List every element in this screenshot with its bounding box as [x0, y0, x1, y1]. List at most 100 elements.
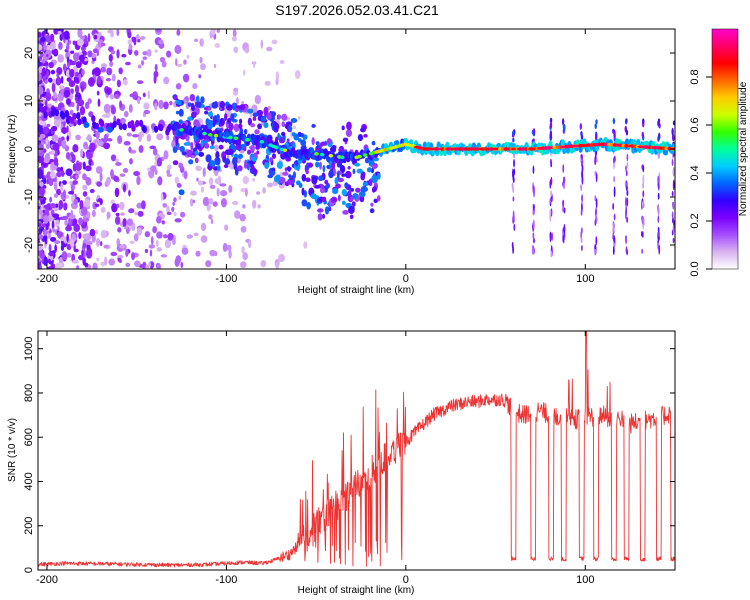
- spectrogram-cell: [163, 150, 169, 160]
- spectrogram-x-label: Height of straight line (km): [298, 285, 415, 296]
- spectrogram-cell: [562, 164, 565, 174]
- spectrogram-cell: [93, 34, 98, 40]
- spectrogram-cell: [173, 123, 179, 131]
- spectrogram-cell: [580, 184, 582, 192]
- spectrogram-cell: [61, 139, 67, 149]
- spectrogram-cell: [115, 212, 120, 217]
- spectrogram-cell: [226, 118, 232, 125]
- spectrogram-cell: [51, 220, 55, 230]
- spectrogram-cell: [580, 209, 583, 216]
- spectrogram-cell: [531, 247, 534, 255]
- spectrogram-cell: [270, 170, 276, 175]
- spectrogram-cell: [106, 138, 113, 142]
- spectrogram-cell: [110, 251, 118, 257]
- spectrogram-cell: [41, 67, 46, 77]
- spectrogram-cell: [68, 219, 72, 226]
- spectrogram-cell: [54, 244, 57, 253]
- spectrogram-cell: [179, 145, 185, 153]
- spectrogram-cell: [224, 224, 229, 231]
- spectrogram-cell: [290, 117, 298, 123]
- spectrogram-cell: [84, 199, 91, 208]
- spectrogram-cell: [42, 91, 47, 96]
- snr-plot-area: [38, 331, 675, 568]
- spectrogram-cell: [75, 78, 80, 84]
- spectrogram-cell: [511, 241, 514, 249]
- spectrogram-cell: [65, 225, 72, 232]
- spectrogram-cell: [157, 39, 164, 45]
- spectrogram-cell: [232, 29, 237, 38]
- spectrogram-cell: [290, 130, 293, 138]
- spectrogram-cell: [77, 99, 85, 107]
- spectrogram-cell: [254, 94, 262, 105]
- spectrogram-cell: [672, 179, 675, 191]
- spectrogram-cell: [275, 262, 279, 269]
- spectrogram-cell: [228, 184, 233, 193]
- spectrogram-cell: [100, 229, 107, 239]
- spectrogram-cell: [236, 138, 242, 146]
- spectrogram-cell: [212, 201, 218, 207]
- spectrogram-cell: [128, 104, 133, 113]
- spectrogram-cell: [114, 216, 121, 225]
- spectrogram-cell: [247, 108, 254, 114]
- spectrogram-cell: [207, 111, 213, 117]
- spectrogram-cell: [256, 150, 260, 155]
- spectrogram-cell: [79, 106, 86, 116]
- spectrogram-cell: [355, 187, 361, 193]
- spectrogram-cell: [51, 49, 58, 55]
- spectrogram-cell: [247, 117, 253, 126]
- spectrogram-cell: [122, 168, 129, 173]
- spectrogram-cell: [512, 210, 515, 221]
- spectrogram-cell: [231, 36, 237, 42]
- spectrogram-cell: [137, 39, 141, 43]
- spectrogram-cell: [291, 132, 296, 137]
- spectrogram-cell: [178, 189, 185, 196]
- spectrogram-cell: [105, 88, 111, 95]
- spectrogram-y-tick-label: 10: [23, 95, 35, 107]
- spectrogram-cell: [77, 118, 82, 126]
- spectrogram-cell: [612, 223, 615, 233]
- spectrogram-cell: [595, 198, 598, 209]
- spectrogram-cell: [260, 260, 267, 268]
- spectrogram-cell: [91, 209, 96, 217]
- spectrogram-cell: [142, 56, 148, 60]
- spectrogram-cell: [91, 161, 94, 166]
- spectrogram-cell: [315, 141, 320, 146]
- spectrogram-cell: [110, 31, 114, 38]
- spectrogram-cell: [231, 118, 238, 123]
- spectrogram-cell: [562, 234, 565, 243]
- spectrogram-cell: [82, 161, 86, 170]
- spectrogram-cell: [237, 165, 243, 172]
- spectrogram-cell: [119, 244, 126, 249]
- spectrogram-cell: [180, 261, 184, 268]
- spectrogram-cell: [549, 117, 553, 123]
- spectrogram-cell: [159, 56, 166, 63]
- spectrogram-cell: [48, 177, 54, 187]
- spectrogram-cell: [82, 256, 86, 266]
- spectrogram-cell: [82, 242, 86, 249]
- spectrogram-cell: [49, 196, 53, 203]
- spectrogram-cell: [143, 109, 151, 115]
- spectrogram-cell: [38, 233, 44, 240]
- spectrogram-cell: [108, 53, 113, 62]
- spectrogram-cell: [178, 108, 184, 117]
- spectrogram-cell: [117, 254, 124, 259]
- spectrogram-cell: [103, 103, 111, 114]
- spectrogram-cell: [92, 262, 98, 269]
- spectrogram-cell: [202, 167, 206, 177]
- spectrogram-cell: [321, 196, 327, 203]
- spectrogram-cell: [657, 215, 660, 223]
- spectrogram-cell: [177, 99, 182, 106]
- spectrogram-cell: [161, 220, 165, 225]
- spectrogram-cell: [183, 142, 191, 146]
- spectrogram-cell: [61, 251, 68, 261]
- spectrogram-cell: [192, 199, 196, 204]
- spectrogram-cell: [69, 68, 75, 78]
- spectrogram-cell: [166, 164, 172, 170]
- spectrogram-cell: [626, 161, 629, 169]
- spectrogram-cell: [56, 171, 62, 178]
- spectrogram-cell: [271, 153, 277, 159]
- spectrogram-cell: [82, 43, 87, 48]
- spectrogram-cell: [86, 240, 93, 246]
- spectrogram-cell: [49, 171, 56, 179]
